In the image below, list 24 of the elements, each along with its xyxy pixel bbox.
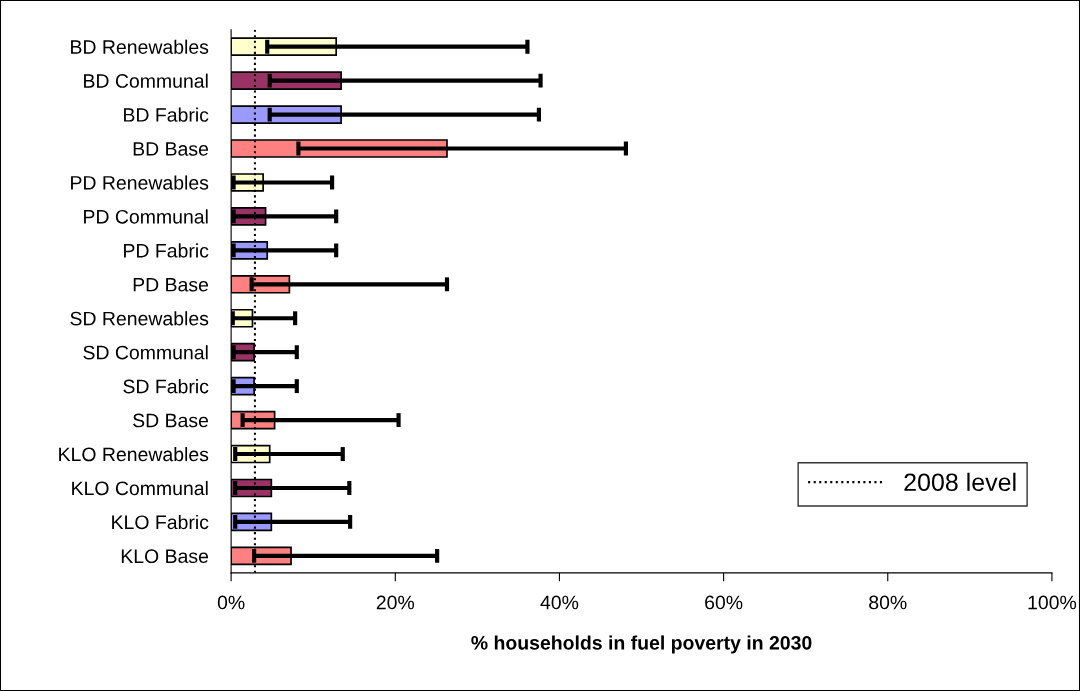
y-tick-label: KLO Renewables xyxy=(59,446,209,462)
y-tick-label: KLO Fabric xyxy=(112,514,209,530)
x-tick-label: 40% xyxy=(540,595,579,610)
x-tick-label: 20% xyxy=(376,595,415,610)
x-tick-label: 60% xyxy=(705,595,743,610)
y-tick-label: SD Base xyxy=(133,413,209,428)
y-tick-label: BD Renewables xyxy=(71,39,209,54)
y-tick-label: BD Communal xyxy=(84,73,208,88)
y-tick-label: PD Renewables xyxy=(71,175,209,190)
y-tick-label: KLO Communal xyxy=(72,480,208,496)
y-tick-label: PD Fabric xyxy=(124,243,209,258)
y-tick-label: SD Renewables xyxy=(70,311,209,326)
x-tick-label: 80% xyxy=(869,595,907,610)
x-axis-title: % households in fuel poverty in 2030 xyxy=(471,635,812,654)
y-tick-label: KLO Base xyxy=(121,549,209,564)
y-tick-label: PD Base xyxy=(133,277,209,292)
x-tick-label: 100% xyxy=(1028,595,1077,610)
y-tick-label: SD Fabric xyxy=(123,379,209,394)
y-tick-label: SD Communal xyxy=(83,345,208,360)
y-tick-label: PD Communal xyxy=(84,209,208,224)
x-tick-label: 0% xyxy=(217,595,245,610)
ref-line-label: 2008 level xyxy=(904,472,1016,492)
y-tick-label: BD Fabric xyxy=(124,107,209,122)
y-tick-label: BD Base xyxy=(133,142,209,156)
